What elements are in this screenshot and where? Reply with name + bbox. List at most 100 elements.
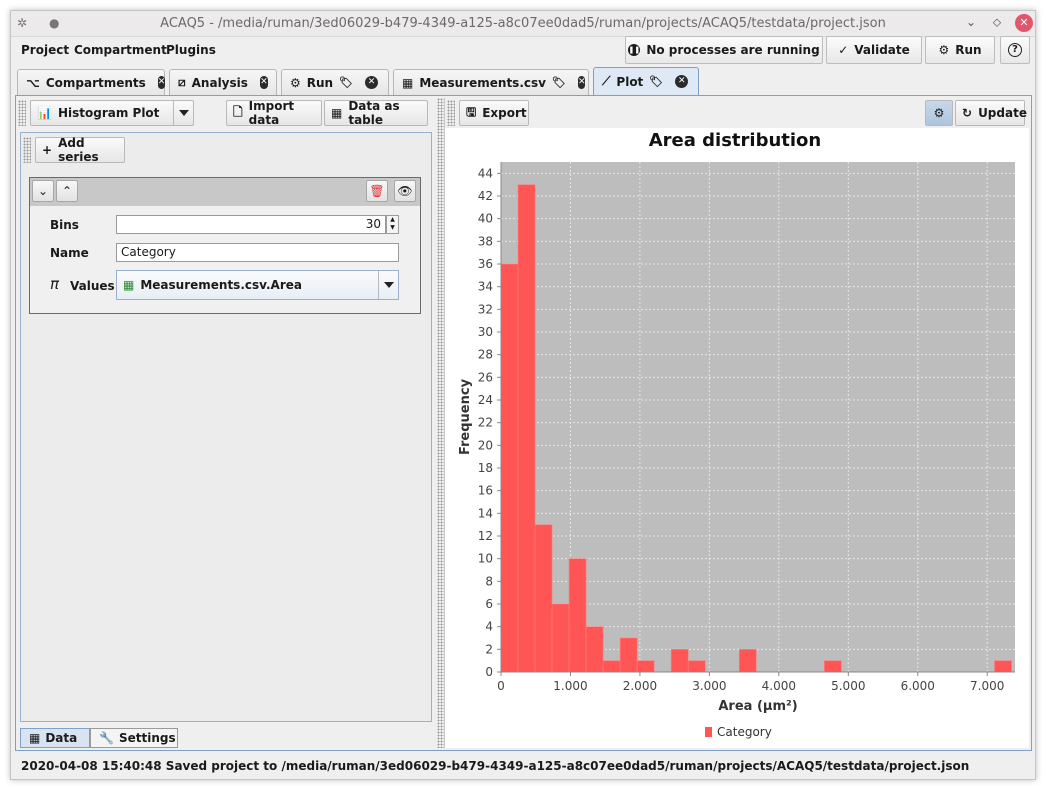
- tab-settings[interactable]: 🔧 Settings: [90, 728, 178, 748]
- y-tick-label: 10: [478, 552, 493, 566]
- y-tick-label: 24: [478, 393, 493, 407]
- close-tab-icon[interactable]: ✕: [577, 76, 586, 89]
- histogram-bar: [619, 637, 638, 673]
- tab-data[interactable]: ▦ Data: [20, 728, 90, 748]
- y-tick-label: 26: [478, 370, 493, 384]
- run-button[interactable]: ⚙ Run: [925, 36, 995, 64]
- y-axis-ticks: 0246810121416182022242628303234363840424…: [478, 166, 501, 679]
- histogram-bar: [670, 649, 689, 673]
- pin-icon[interactable]: ●: [49, 16, 60, 30]
- tab-label: Plot: [616, 74, 644, 89]
- x-tick-label: 3.000: [692, 679, 726, 693]
- validate-button[interactable]: ✓ Validate: [826, 36, 922, 64]
- y-tick-label: 40: [478, 212, 493, 226]
- legend-label: Category: [717, 725, 772, 739]
- menu-compartment[interactable]: Compartment: [74, 43, 167, 57]
- histogram-bar: [500, 263, 519, 673]
- file-icon: 🗋: [233, 104, 243, 119]
- tab-analysis[interactable]: ⧄ Analysis ✕: [169, 69, 277, 95]
- gear-icon: ⚙: [290, 75, 301, 90]
- tab-label: Measurements.csv: [419, 75, 546, 90]
- plot-type-select[interactable]: 📊 Histogram Plot: [30, 100, 194, 126]
- settings-toggle-button[interactable]: ⚙: [925, 100, 953, 126]
- table-icon: ▦: [29, 731, 41, 745]
- histogram-bar: [517, 184, 536, 673]
- close-tab-icon[interactable]: ✕: [259, 76, 268, 89]
- histogram-bar: [824, 660, 842, 673]
- update-button[interactable]: ↻ Update: [955, 100, 1027, 126]
- data-as-table-button[interactable]: ▦ Data as table: [324, 99, 428, 127]
- plot-toolbar: 🖫 Export ⚙ ↻ Update: [445, 98, 1029, 128]
- tag-icon: 🏷: [339, 76, 354, 89]
- validate-label: Validate: [854, 43, 910, 57]
- toggle-visibility-button[interactable]: 👁: [394, 180, 416, 202]
- y-tick-label: 18: [478, 461, 493, 475]
- chevron-down-icon[interactable]: [173, 101, 193, 125]
- import-data-button[interactable]: 🗋 Import data: [226, 99, 322, 127]
- bins-input[interactable]: 30: [116, 215, 386, 234]
- tab-label: Analysis: [191, 75, 248, 90]
- save-icon: 🖫: [466, 104, 477, 119]
- tab-measurements[interactable]: ▦ Measurements.csv 🏷 ✕: [393, 69, 589, 95]
- plot-editor: 📊 Histogram Plot 🗋 Import data ▦ Data as…: [15, 95, 1032, 751]
- x-tick-label: 0: [497, 679, 505, 693]
- histogram-bar: [602, 660, 621, 673]
- chart-title: Area distribution: [649, 130, 822, 151]
- legend-swatch: [705, 727, 712, 737]
- tab-label: Run: [306, 75, 334, 90]
- split-divider[interactable]: [437, 98, 445, 748]
- table-icon: ▦: [331, 106, 343, 120]
- y-tick-label: 4: [485, 620, 493, 634]
- plot-area: [501, 162, 1015, 672]
- table-icon: ▦: [402, 75, 414, 90]
- y-axis-label: Frequency: [458, 378, 473, 455]
- close-tab-icon[interactable]: ✕: [157, 76, 166, 89]
- wrench-icon: 🔧: [99, 731, 114, 745]
- tab-settings-label: Settings: [118, 731, 176, 745]
- process-status-button[interactable]: ❚❚ No processes are running: [625, 36, 823, 64]
- menu-project[interactable]: Project: [21, 43, 70, 57]
- bins-label: Bins: [50, 218, 79, 232]
- move-up-button[interactable]: ⌃: [56, 180, 78, 202]
- minimize-icon[interactable]: ⌄: [965, 15, 977, 29]
- toolbar-grip[interactable]: [18, 100, 26, 126]
- tab-run[interactable]: ⚙ Run 🏷 ✕: [281, 69, 389, 95]
- import-data-label: Import data: [248, 99, 295, 127]
- menu-plugins[interactable]: Plugins: [166, 43, 216, 57]
- x-axis-ticks: 0 1.000 2.000 3.000 4.000 5.000 6.000 7.000: [497, 672, 1004, 693]
- values-select-value: Measurements.csv.Area: [140, 278, 302, 292]
- tab-plot[interactable]: ⟋ Plot 🏷 ✕: [593, 67, 699, 95]
- data-as-table-label: Data as table: [348, 99, 400, 127]
- analysis-icon: ⧄: [178, 75, 186, 89]
- close-window-icon[interactable]: ✕: [1015, 14, 1033, 32]
- export-button[interactable]: 🖫 Export: [459, 100, 529, 126]
- close-tab-icon[interactable]: ✕: [675, 75, 689, 88]
- delete-series-button[interactable]: 🗑: [366, 180, 388, 202]
- bins-stepper[interactable]: ▲ ▼: [386, 215, 399, 234]
- help-button[interactable]: ?: [1000, 36, 1030, 64]
- column-icon: ▦: [123, 278, 135, 292]
- y-tick-label: 30: [478, 325, 493, 339]
- left-pane: 📊 Histogram Plot 🗋 Import data ▦ Data as…: [18, 98, 436, 748]
- histogram-chart: Area distribution 0246810121416182022242…: [458, 130, 1015, 739]
- add-series-button[interactable]: + Add series: [35, 136, 125, 164]
- values-select[interactable]: ▦ Measurements.csv.Area: [116, 270, 399, 300]
- plot-pane: 🖫 Export ⚙ ↻ Update Area distribution 0 2…: [444, 98, 1029, 748]
- move-down-button[interactable]: ⌄: [32, 180, 54, 202]
- y-tick-label: 2: [485, 642, 493, 656]
- histogram-bar: [585, 626, 604, 673]
- series-list: + Add series ⌄ ⌃ 🗑 👁 Bins 30 ▲ ▼ Name Cat…: [20, 132, 432, 722]
- plot-toolbar-grip[interactable]: [447, 100, 455, 126]
- tab-compartments[interactable]: ⌥ Compartments ✕: [17, 69, 166, 95]
- update-label: Update: [978, 106, 1027, 120]
- chevron-down-icon[interactable]: [378, 271, 398, 299]
- maximize-icon[interactable]: ⬦: [992, 15, 1002, 29]
- histogram-bar: [994, 660, 1012, 673]
- name-input[interactable]: Category: [116, 243, 399, 262]
- values-label: Values: [70, 279, 115, 293]
- help-icon: ?: [1008, 43, 1022, 57]
- close-tab-icon[interactable]: ✕: [365, 76, 379, 89]
- tab-data-label: Data: [45, 731, 78, 745]
- x-axis-label: Area (µm²): [718, 699, 797, 714]
- series-toolbar-grip[interactable]: [23, 137, 31, 163]
